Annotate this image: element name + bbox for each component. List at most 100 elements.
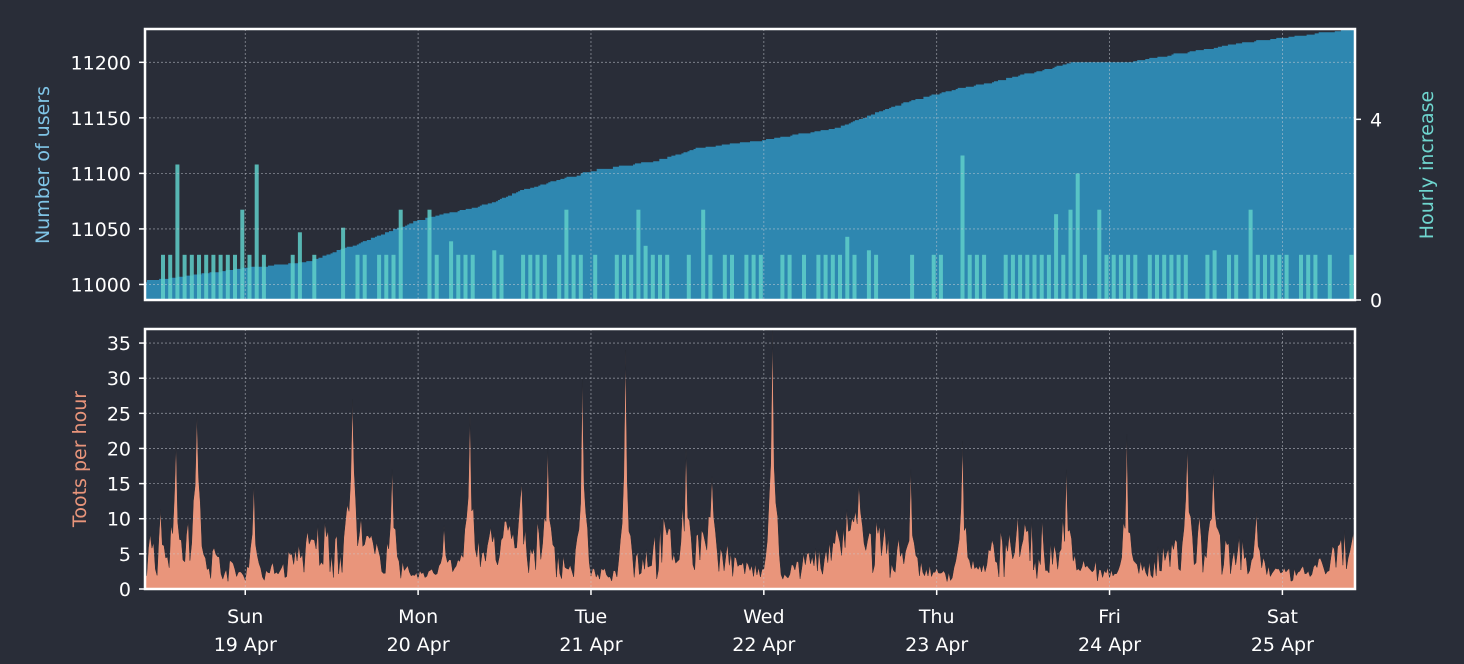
hourly-increase-bar [456, 254, 461, 300]
hourly-increase-bar [1306, 254, 1311, 300]
hourly-increase-bar [650, 254, 655, 300]
x-tick-day-label: Sun [227, 606, 263, 628]
hourly-increase-bar [1032, 254, 1037, 300]
hourly-increase-bar [1227, 254, 1231, 300]
hourly-increase-bar [622, 254, 626, 300]
hourly-increase-bar [1169, 254, 1174, 300]
hourly-increase-bar [1155, 254, 1159, 300]
hourly-increase-bar [341, 227, 346, 300]
hourly-increase-bar [1270, 254, 1275, 300]
toots-y-tick-label: 35 [107, 333, 131, 355]
users-y-tick-label: 11150 [71, 108, 131, 130]
hourly-increase-bar [629, 254, 634, 300]
hourly-increase-bar [708, 254, 713, 300]
hourly-increase-bar [751, 254, 756, 300]
hourly-increase-bar [960, 155, 965, 300]
x-tick-day-label: Fri [1098, 606, 1121, 628]
hourly-increase-bar [938, 254, 943, 300]
hourly-increase-bar [1284, 254, 1289, 300]
users-y-tick-label: 11050 [71, 219, 131, 241]
hourly-increase-bar [564, 209, 569, 300]
hourly-increase-bar [189, 254, 194, 300]
x-tick-day-label: Tue [574, 606, 607, 628]
hourly-increase-bar [1068, 209, 1073, 300]
toots-y-tick-label: 5 [119, 544, 131, 566]
hourly-increase-bar [1133, 254, 1138, 300]
hourly-increase-bar [434, 254, 439, 300]
hourly-increase-bar [175, 164, 180, 300]
hourly-increase-bar [1234, 254, 1239, 300]
hourly-increase-bar [1097, 209, 1102, 300]
hourly-increase-bar [1327, 254, 1332, 300]
users-axis-title: Number of users [32, 86, 54, 244]
axis-labels: Number of users Hourly increase Toots per … [32, 86, 1438, 528]
hourly-increase-bar [398, 209, 403, 300]
hourly-increase-bar [823, 254, 828, 300]
x-tick-day-label: Sat [1267, 606, 1298, 628]
hourly-increase-bar [643, 245, 648, 300]
toots-y-tick-label: 10 [107, 509, 131, 531]
users-y-tick-label: 11200 [71, 52, 131, 74]
hourly-increase-bar [802, 254, 806, 300]
users-area [145, 29, 1355, 300]
hourly-increase-bar [931, 254, 936, 300]
hourly-increase-bar [593, 254, 598, 300]
hourly-increase-bar [1111, 254, 1116, 300]
hourly-increase-bar [636, 209, 641, 300]
toots-grid [145, 329, 1355, 590]
hourly-increase-bar [542, 254, 547, 300]
hourly-increase-bar [161, 254, 165, 300]
hourly-increase-bar [787, 254, 792, 300]
hourly-increase-bar [838, 254, 842, 300]
users-grid [145, 29, 1355, 300]
users-panel: 11000 11050 11100 11150 11200 0 4 [71, 27, 1382, 312]
x-tick-date-label: 20 Apr [387, 634, 450, 656]
toots-area [145, 329, 1355, 589]
hourly-increase-bar [1118, 254, 1123, 300]
hourly-increase-bar [910, 254, 915, 300]
hourly-increase-bar [701, 209, 706, 300]
hourly-increase-bar [686, 254, 691, 300]
hourly-increase-bar [1003, 254, 1008, 300]
hourly-increase-bar [830, 254, 835, 300]
hourly-increase-bar [528, 254, 533, 300]
hourly-increase-bar [492, 250, 497, 300]
hourly-increase-bar [974, 254, 979, 300]
hourly-increase-bar [355, 254, 360, 300]
hourly-increase-bar [967, 254, 972, 300]
hourly-increase-bar [578, 254, 583, 300]
hourly-increase-bar [744, 254, 749, 300]
x-tick-day-label: Wed [743, 606, 784, 628]
x-tick-date-label: 25 Apr [1251, 634, 1314, 656]
hourly-increase-bar [1046, 254, 1051, 300]
x-tick-date-label: 19 Apr [214, 634, 277, 656]
hourly-increase-bar [571, 254, 576, 300]
hourly-increase-bar [1299, 254, 1303, 300]
users-y-tick-label: 11000 [71, 274, 131, 296]
hourly-increase-bar [449, 241, 454, 300]
hourly-increase-bar [730, 254, 734, 300]
users-panel-frame [143, 27, 1357, 302]
hourly-increase-bar [427, 209, 432, 300]
hourly-axis-title: Hourly increase [1416, 91, 1438, 239]
hourly-increase-bar [168, 254, 173, 300]
hourly-increase-bar [1263, 254, 1267, 300]
hourly-increase-bar [722, 254, 727, 300]
toots-y-tick-label: 15 [107, 474, 131, 496]
hourly-increase-bar [225, 254, 230, 300]
hourly-increase-bar [982, 254, 987, 300]
hourly-increase-bar [1255, 254, 1260, 300]
x-tick-day-label: Thu [918, 606, 955, 628]
hourly-increase-bar [852, 254, 857, 300]
hourly-increase-bar [499, 254, 504, 300]
toots-axis-title: Toots per hour [69, 391, 91, 528]
hourly-increase-bar [1313, 254, 1318, 300]
hourly-increase-bar [1349, 254, 1354, 300]
hourly-increase-bar [182, 254, 187, 300]
hourly-y-tick-label: 4 [1370, 109, 1382, 131]
hourly-increase-bar [1126, 254, 1131, 300]
hourly-increase-bar [1018, 254, 1023, 300]
hourly-increase-bar [758, 254, 763, 300]
hourly-increase-bar [391, 254, 396, 300]
